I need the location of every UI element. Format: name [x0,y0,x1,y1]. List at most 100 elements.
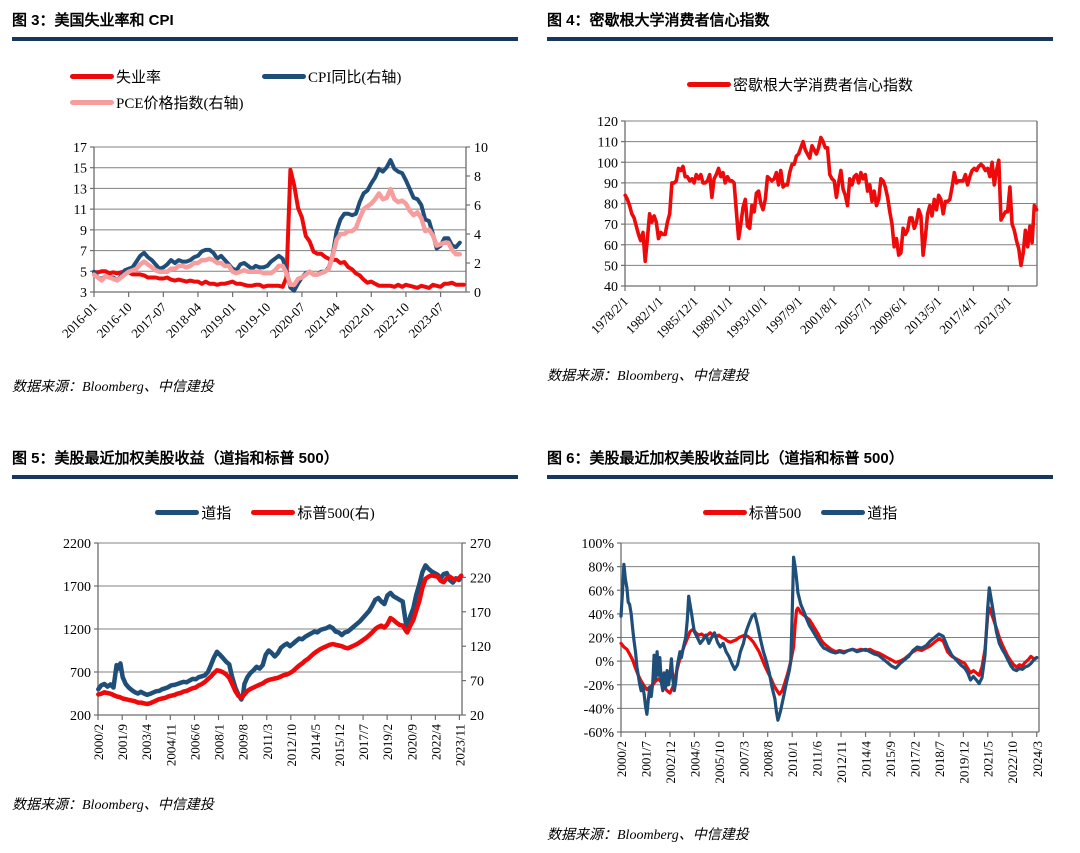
axes: 200 700 1200 1700 2200 20 70 120 170 220 270 2000/2… [63,537,491,767]
legend-label: 失业率 [116,69,162,86]
gridlines [625,120,1037,287]
legend-line-swatch [686,81,731,87]
legend-label: PCE价格指数(右轴) [116,95,244,112]
x-axis-tick-label: 2017/4/1 [936,294,979,337]
x-axis-tick-label: 2011/6 [810,741,825,777]
gridlines [621,542,1039,733]
x-axis-tick-label: 2022-01 [336,300,377,341]
right-axis-tick-label: 20 [470,709,484,724]
legend-label: 道指 [201,505,232,522]
y-axis-tick-label: -40% [584,702,615,717]
x-axis-tick-label: 2017/7 [356,724,371,761]
y-axis-tick-label: 60% [588,584,614,599]
chart-canvas: 40 50 60 70 80 90 100 110 120 1978/2/1 1982/1/1 198… [547,111,1053,361]
chart-legend: 标普500 道指 [547,479,1053,535]
x-axis-tick-label: 2020/9 [404,724,419,760]
figure-4-title: 图 4：密歇根大学消费者信心指数 [547,12,770,29]
x-axis-tick-label: 2016-01 [59,300,100,341]
x-axis-tick-label: 2010/1 [785,741,800,777]
x-axis-tick-label: 2019/12 [956,741,971,784]
x-axis-tick-label: 2022/10 [1005,741,1020,784]
y-axis-tick-label: 80 [604,198,618,213]
x-axis-tick-label: 2005/7/1 [832,294,875,337]
y-axis-tick-label: 5 [80,265,87,280]
right-axis-tick-label: 220 [470,571,491,586]
x-axis-tick-label: 2002/12 [663,741,678,784]
figure-4: 图 4：密歇根大学消费者信心指数 密歇根大学消费者信心指数 40 50 60 70 80… [547,10,1053,448]
x-axis-tick-label: 2017/2 [907,741,922,777]
x-axis-tick-label: 1978/2/1 [588,294,631,337]
x-axis-tick-label: 2009/6/1 [867,294,910,337]
right-axis-tick-label: 2 [474,257,481,272]
title-underline [547,37,1053,41]
legend-item: 道指 [155,502,231,523]
x-axis-tick-label: 2011/3 [260,724,275,760]
y-axis-tick-label: 80% [588,561,614,576]
right-axis-tick-label: 8 [474,170,481,185]
legend-item: 标普500 [702,502,802,523]
y-axis-tick-label: 20% [588,632,614,647]
y-axis-tick-label: 9 [80,224,87,239]
legend-row: 失业率 CPI同比(右轴) [12,63,518,89]
chart-legend: 道指 标普500(右) [12,479,518,535]
figure-5: 图 5：美股最近加权美股收益（道指和标普 500） 道指 标普500(右) 200… [12,448,518,814]
legend-label: 密歇根大学消费者信心指数 [732,77,913,94]
figure-6-title: 图 6：美股最近加权美股收益同比（道指和标普 500） [547,450,904,467]
x-axis-tick-label: 2022-10 [371,300,412,341]
y-axis-tick-label: 50 [604,259,618,274]
gridlines [98,542,462,716]
right-axis-tick-label: 6 [474,199,481,214]
x-axis-tick-label: 2021/3/1 [971,294,1014,337]
title-underline [12,475,518,479]
legend-row: 密歇根大学消费者信心指数 [547,71,1053,97]
x-axis-tick-label: 2023/11 [452,724,467,766]
legend-row: 道指 标普500(右) [12,499,518,525]
legend-line-swatch [70,99,114,105]
x-axis-tick-label: 2007/3 [736,741,751,777]
y-axis-tick-label: 70 [604,218,618,233]
y-axis-tick-label: 700 [70,666,91,681]
x-axis-tick-label: 2006/6 [187,724,202,761]
y-axis-tick-label: 2200 [63,537,91,552]
chart-svg: -60% -40% -20% 0% 20% 40% 60% 80% 100% 2000/2 2001… [581,537,1044,784]
legend-line-swatch [70,73,114,79]
legend-label: 标普500 [748,505,802,522]
chart-legend: 失业率 CPI同比(右轴) PCE价格指数(右轴) [12,41,518,137]
x-axis-tick-label: 2019-01 [197,300,238,341]
x-axis-tick-label: 2012/10 [284,724,299,767]
chart-svg: 4050607080901001101201978/2/11982/1/1198… [588,115,1039,341]
x-axis-tick-label: 2004/5 [687,741,702,777]
legend-row: 标普500 道指 [547,499,1053,525]
x-axis-tick-label: 2008/8 [761,741,776,777]
y-axis-tick-label: 15 [73,162,87,177]
y-axis-tick-label: 110 [598,136,618,151]
y-axis-tick-label: 11 [74,203,87,218]
data-source: 数据来源：Bloomberg、中信建投 [12,798,214,813]
y-axis-tick-label: 90 [604,177,618,192]
right-axis-tick-label: 4 [474,228,481,243]
right-axis-tick-label: 270 [470,537,491,552]
legend-label: CPI同比(右轴) [308,69,402,86]
x-axis-tick-label: 2000/2 [91,724,106,760]
x-axis-tick-label: 2001/9 [115,724,130,760]
y-axis-tick-label: 13 [73,182,87,197]
x-axis-tick-label: 2015/12 [332,724,347,767]
title-underline [547,475,1053,479]
y-axis-tick-label: 3 [80,286,87,301]
x-axis-tick-label: 2022/4 [428,724,443,761]
chart-legend: 密歇根大学消费者信心指数 [547,41,1053,111]
figure-3-title: 图 3：美国失业率和 CPI [12,12,174,29]
x-axis-tick-label: 2012/11 [834,741,849,783]
y-axis-tick-label: 200 [70,709,91,724]
x-axis-tick-label: 2020-07 [267,299,309,341]
legend-label: 标普500(右) [297,505,375,522]
x-axis-tick-label: 2001/8/1 [797,294,840,337]
chart-canvas: -60% -40% -20% 0% 20% 40% 60% 80% 100% 2000/2 2001… [547,535,1053,820]
x-axis-tick-label: 2003/4 [139,724,154,761]
x-axis-tick-label: 2000/2 [614,741,629,777]
y-axis-tick-label: 100% [581,537,614,552]
series-line [96,563,464,702]
y-axis-tick-label: 100 [597,156,618,171]
title-underline [12,37,518,41]
legend-line-swatch [262,73,306,79]
